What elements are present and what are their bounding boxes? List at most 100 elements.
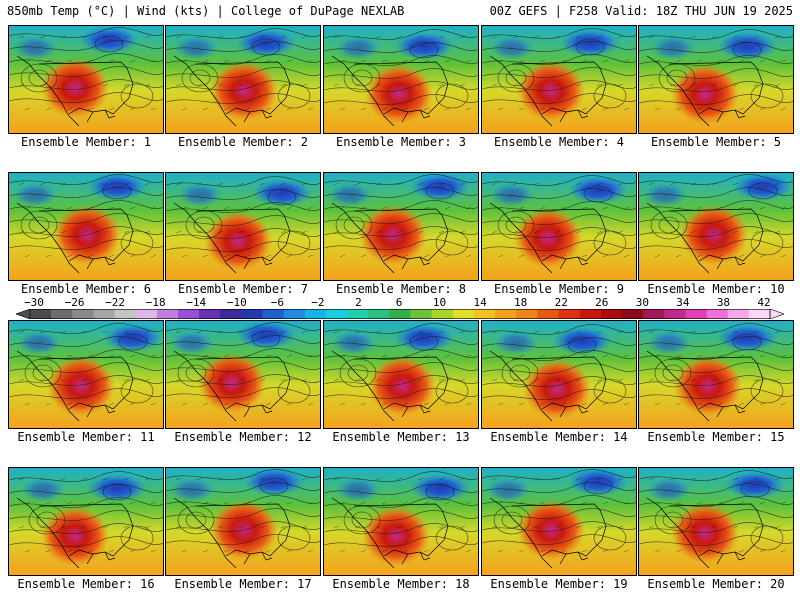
colorbar-tick-label: 14 (473, 296, 487, 309)
colorbar-segment (537, 309, 560, 319)
ensemble-member-map (165, 172, 321, 281)
colorbar-tick-label: −22 (105, 296, 126, 309)
colorbar-segment (114, 309, 137, 319)
colorbar-segment (600, 309, 623, 319)
ensemble-member-label: Ensemble Member: 12 (174, 430, 312, 444)
ensemble-member-label: Ensemble Member: 15 (647, 430, 785, 444)
ensemble-member-map (638, 467, 794, 576)
ensemble-member-label: Ensemble Member: 2 (177, 135, 309, 149)
colorbar-segment (156, 309, 179, 319)
ensemble-member-map (481, 172, 637, 281)
colorbar-segment (431, 309, 454, 319)
colorbar-segment (262, 309, 285, 319)
ensemble-member-map (323, 25, 479, 134)
colorbar-tick-label: 42 (757, 296, 771, 309)
ensemble-member-map (8, 467, 164, 576)
ensemble-member-label: Ensemble Member: 3 (335, 135, 467, 149)
ensemble-member-map (323, 320, 479, 429)
ensemble-member-map (323, 172, 479, 281)
colorbar-tick-label: 6 (395, 296, 403, 309)
colorbar-segment (706, 309, 729, 319)
colorbar-segment (452, 309, 475, 319)
colorbar-segment (643, 309, 665, 319)
ensemble-member-label: Ensemble Member: 18 (332, 577, 470, 591)
colorbar-segment (326, 309, 348, 319)
colorbar-tick-label: −18 (145, 296, 166, 309)
ensemble-member-map (8, 25, 164, 134)
colorbar-max-arrow (769, 309, 784, 319)
colorbar-tick-labels: −30 −26 −22 −18 −14 −10 −6 −2 2 6 10 14 18 22 26 30 34 38… (0, 297, 800, 309)
colorbar-tick-label: 22 (554, 296, 568, 309)
colorbar-segment (178, 309, 200, 319)
ensemble-member-map (638, 320, 794, 429)
ensemble-member-label: Ensemble Member: 16 (17, 577, 155, 591)
colorbar-tick-label: 18 (514, 296, 528, 309)
ensemble-member-map (165, 467, 321, 576)
ensemble-member-label: Ensemble Member: 14 (490, 430, 628, 444)
colorbar-tick-label: −6 (270, 296, 284, 309)
colorbar-tick-label: 38 (716, 296, 731, 309)
ensemble-member-label: Ensemble Member: 4 (493, 135, 625, 149)
map-title: 850mb Temp (°C) | Wind (kts) | College o… (7, 4, 405, 18)
colorbar-segment (727, 309, 750, 319)
colorbar-segment (304, 309, 327, 319)
colorbar-segment (495, 309, 517, 319)
colorbar-segment (241, 309, 264, 319)
colorbar-segment (347, 309, 369, 319)
ensemble-member-map (323, 467, 479, 576)
colorbar-segment (622, 309, 644, 319)
colorbar-tick-label: −14 (186, 296, 207, 309)
ensemble-member-label: Ensemble Member: 11 (17, 430, 155, 444)
colorbar-min-arrow (16, 309, 31, 319)
colorbar-tick-label: 26 (595, 296, 609, 309)
colorbar-tick-label: 34 (676, 296, 690, 309)
ensemble-member-label: Ensemble Member: 6 (20, 282, 152, 296)
ensemble-member-map (8, 172, 164, 281)
colorbar-segment (368, 309, 390, 319)
ensemble-member-label: Ensemble Member: 1 (20, 135, 152, 149)
ensemble-member-map (8, 320, 164, 429)
ensemble-member-label: Ensemble Member: 7 (177, 282, 309, 296)
ensemble-member-label: Ensemble Member: 10 (647, 282, 785, 296)
temperature-colorbar (16, 309, 784, 319)
colorbar-segment (30, 309, 52, 319)
ensemble-member-label: Ensemble Member: 13 (332, 430, 470, 444)
colorbar-segment (748, 309, 771, 319)
colorbar-tick-label: −2 (311, 296, 325, 309)
colorbar-tick-label: −10 (226, 296, 247, 309)
ensemble-member-map (481, 467, 637, 576)
colorbar-segment (199, 309, 221, 319)
ensemble-member-label: Ensemble Member: 17 (174, 577, 312, 591)
colorbar-tick-label: 10 (432, 296, 447, 309)
ensemble-member-map (165, 25, 321, 134)
ensemble-member-map (481, 320, 637, 429)
colorbar-segment (579, 309, 602, 319)
ensemble-member-map (481, 25, 637, 134)
model-run-info: 00Z GEFS | F258 Valid: 18Z THU JUN 19 20… (489, 4, 793, 18)
colorbar-segment (474, 309, 496, 319)
ensemble-member-map (638, 172, 794, 281)
colorbar-segment (410, 309, 433, 319)
colorbar-tick-label: −26 (64, 296, 85, 309)
ensemble-member-label: Ensemble Member: 9 (493, 282, 625, 296)
colorbar-segment (558, 309, 581, 319)
colorbar-segment (389, 309, 412, 319)
ensemble-member-label: Ensemble Member: 8 (335, 282, 467, 296)
ensemble-member-label: Ensemble Member: 5 (650, 135, 782, 149)
ensemble-member-label: Ensemble Member: 19 (490, 577, 628, 591)
colorbar-segment (51, 309, 73, 319)
colorbar-tick-label: −30 (24, 296, 44, 309)
colorbar-segment (93, 309, 116, 319)
colorbar-tick-label: 30 (635, 296, 649, 309)
ensemble-member-label: Ensemble Member: 20 (647, 577, 785, 591)
colorbar-segment (516, 309, 538, 319)
colorbar-segment (664, 309, 686, 319)
colorbar-segment (220, 309, 242, 319)
colorbar-tick-label: 2 (355, 296, 362, 309)
ensemble-member-map (638, 25, 794, 134)
colorbar-segment (135, 309, 158, 319)
colorbar-segment (283, 309, 306, 319)
colorbar-segment (72, 309, 94, 319)
colorbar-segment (685, 309, 708, 319)
ensemble-member-map (165, 320, 321, 429)
